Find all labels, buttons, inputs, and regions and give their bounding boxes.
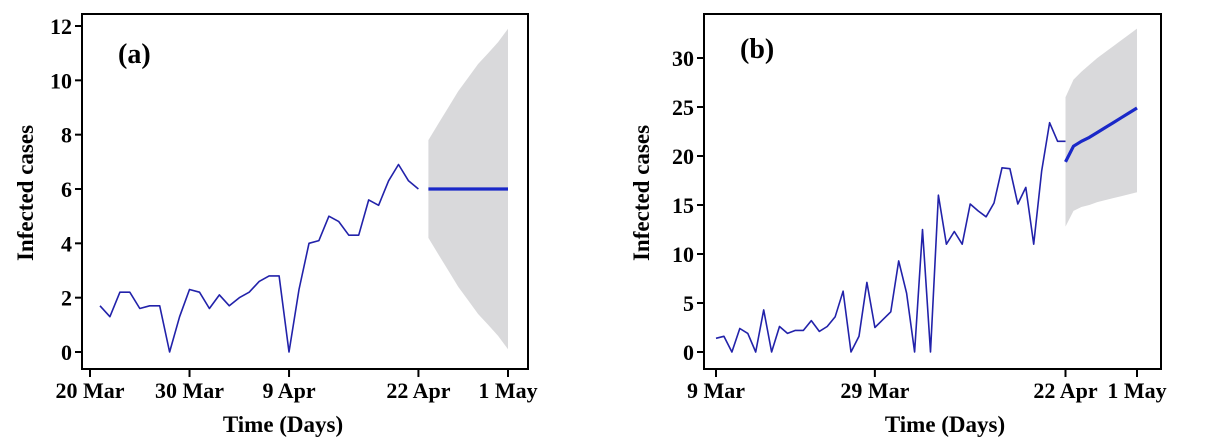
y-tick-label-b: 20	[672, 144, 694, 169]
x-tick-label-b: 1 May	[1107, 378, 1166, 403]
x-tick-label-b: 9 Mar	[687, 378, 745, 403]
chart-panel-a: 0 2 4 6 8 10 12 20 Mar 30 Mar 9 Apr 22 Apr 1 May (a…	[13, 13, 538, 437]
plot-frame-a	[81, 13, 529, 370]
x-tick-label-a: 30 Mar	[155, 378, 224, 403]
y-tick-label-b: 5	[683, 291, 694, 316]
observed-series-line-a	[99, 163, 419, 353]
x-axis-title-a: Time (Days)	[223, 412, 343, 437]
chart-panel-b: 0 5 10 15 20 25 30 9 Mar 29 Mar 22 Apr 1 May (b) I…	[629, 13, 1167, 437]
y-tick-label-a: 10	[50, 68, 72, 93]
forecast-mean-line-b	[1064, 106, 1138, 163]
x-tick-label-a: 20 Mar	[55, 378, 124, 403]
x-axis-title-b: Time (Days)	[885, 412, 1005, 437]
x-tick-label-b: 29 Mar	[840, 378, 909, 403]
panel-tag-b: (b)	[740, 34, 774, 65]
y-tick-label-a: 8	[61, 123, 72, 148]
x-tick-label-a: 1 May	[478, 378, 537, 403]
y-tick-label-a: 2	[61, 286, 72, 311]
y-tick-label-a: 4	[61, 231, 72, 256]
x-tick-label-a: 9 Apr	[262, 378, 315, 403]
y-tick-label-b: 15	[672, 193, 694, 218]
panel-tag-a: (a)	[118, 39, 151, 70]
axes-layer-a: 0 2 4 6 8 10 12 20 Mar 30 Mar 9 Apr 22 Apr 1 May	[50, 14, 538, 403]
plot-frame-b	[703, 13, 1162, 370]
y-tick-label-a: 0	[61, 340, 72, 365]
y-tick-label-a: 6	[61, 177, 72, 202]
forecast-band-layer-b	[1065, 28, 1137, 227]
y-tick-label-a: 12	[50, 14, 72, 39]
axes-layer-b: 0 5 10 15 20 25 30 9 Mar 29 Mar 22 Apr 1 May	[672, 46, 1167, 403]
forecast-interval-band-b	[1065, 28, 1137, 227]
series-layer-b	[715, 106, 1138, 353]
y-tick-label-b: 0	[683, 340, 694, 365]
observed-series-line-b	[715, 121, 1066, 353]
y-axis-title-a: Infected cases	[13, 125, 38, 261]
y-tick-label-b: 10	[672, 242, 694, 267]
y-axis-title-b: Infected cases	[629, 125, 654, 261]
x-tick-label-b: 22 Apr	[1033, 378, 1097, 403]
x-tick-label-a: 22 Apr	[386, 378, 450, 403]
y-tick-label-b: 25	[672, 95, 694, 120]
series-layer-a	[99, 163, 508, 353]
y-tick-label-b: 30	[672, 46, 694, 71]
